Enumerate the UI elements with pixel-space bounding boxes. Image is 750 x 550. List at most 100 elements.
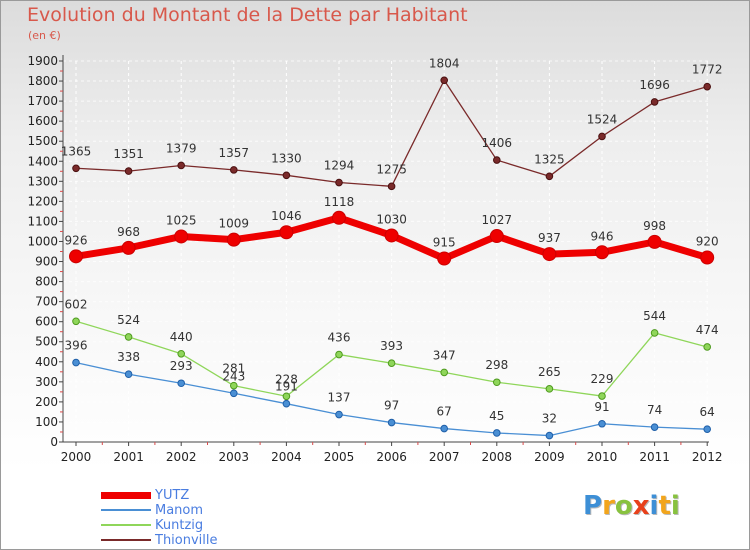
- x-tick-label: 2005: [324, 450, 355, 464]
- data-label: 1524: [587, 112, 618, 126]
- data-label: 436: [328, 331, 351, 345]
- y-tick-label: 1000: [27, 234, 58, 248]
- proxiti-logo: Proxiti: [583, 491, 680, 521]
- data-point: [387, 418, 396, 427]
- x-tick-label: 2007: [429, 450, 460, 464]
- x-tick-label: 2012: [692, 450, 723, 464]
- data-point: [226, 232, 241, 247]
- data-label: 265: [538, 365, 561, 379]
- x-tick-label: 2010: [587, 450, 618, 464]
- data-point: [598, 419, 606, 428]
- data-label: 524: [117, 313, 140, 327]
- y-tick-label: 1200: [27, 194, 58, 208]
- x-tick-label: 2004: [271, 450, 302, 464]
- data-label: 937: [538, 231, 561, 245]
- data-point: [174, 229, 189, 244]
- data-label: 544: [643, 309, 666, 323]
- logo-letter: i: [670, 491, 680, 521]
- data-label: 281: [222, 362, 245, 376]
- data-point: [335, 178, 343, 187]
- data-point: [387, 182, 396, 191]
- data-label: 293: [170, 359, 193, 373]
- data-label: 191: [275, 380, 298, 394]
- data-point: [72, 317, 80, 326]
- data-point: [282, 392, 291, 401]
- data-label: 347: [433, 348, 456, 362]
- data-point: [384, 228, 399, 243]
- y-tick-label: 1600: [27, 114, 58, 128]
- data-point: [493, 156, 501, 164]
- data-label: 915: [433, 236, 456, 250]
- data-label: 396: [65, 339, 88, 353]
- data-point: [335, 350, 343, 359]
- y-tick-label: 1100: [27, 214, 58, 228]
- data-label: 1030: [376, 212, 407, 226]
- legend-swatch: [101, 524, 151, 526]
- legend-swatch: [101, 491, 151, 499]
- data-point: [440, 424, 449, 433]
- x-tick-label: 2011: [639, 450, 670, 464]
- legend-swatch: [101, 539, 151, 541]
- data-point: [177, 379, 185, 388]
- y-tick-label: 1500: [27, 134, 58, 148]
- legend-label: YUTZ: [155, 488, 190, 503]
- y-tick-label: 900: [35, 255, 58, 269]
- y-tick-label: 1800: [27, 74, 58, 88]
- data-label: 1696: [639, 78, 670, 92]
- data-point: [598, 392, 606, 400]
- y-tick-label: 1400: [27, 154, 58, 168]
- legend-swatch: [101, 509, 151, 511]
- data-label: 998: [643, 219, 666, 233]
- data-point: [650, 329, 659, 337]
- data-label: 32: [542, 412, 557, 426]
- y-tick-label: 300: [35, 375, 58, 389]
- data-label: 474: [696, 323, 719, 337]
- data-point: [545, 172, 554, 181]
- data-label: 1025: [166, 213, 197, 227]
- x-tick-label: 2001: [113, 450, 144, 464]
- data-label: 1118: [324, 195, 355, 209]
- data-point: [440, 368, 449, 377]
- data-label: 91: [594, 400, 609, 414]
- data-label: 243: [222, 369, 245, 383]
- data-label: 228: [275, 372, 298, 386]
- y-tick-label: 1900: [27, 54, 58, 68]
- data-label: 97: [384, 399, 399, 413]
- data-label: 1772: [692, 63, 723, 77]
- y-tick-label: 500: [35, 335, 58, 349]
- data-label: 393: [380, 339, 403, 353]
- data-label: 1294: [324, 159, 355, 173]
- data-point: [703, 425, 712, 433]
- chart-subtitle: (en €): [28, 29, 61, 42]
- data-point: [387, 359, 396, 367]
- data-label: 137: [328, 391, 351, 405]
- data-point: [332, 210, 346, 225]
- logo-letter: o: [614, 491, 633, 521]
- data-label: 1406: [482, 136, 513, 150]
- y-tick-label: 800: [35, 275, 58, 289]
- logo-letter: P: [583, 491, 603, 521]
- x-tick-label: 2006: [376, 450, 407, 464]
- data-label: 74: [647, 403, 662, 417]
- data-point: [650, 423, 659, 431]
- data-point: [279, 225, 294, 240]
- data-point: [230, 389, 238, 398]
- y-tick-label: 200: [35, 395, 58, 409]
- data-label: 1357: [219, 146, 250, 160]
- series-manom: 396 338 293 243 191 137 97 67 45 32 91 74 64: [65, 339, 715, 440]
- data-point: [703, 343, 712, 351]
- data-label: 1379: [166, 141, 197, 155]
- data-label: 229: [591, 372, 614, 386]
- data-point: [489, 229, 504, 244]
- legend-label: Manom: [155, 503, 204, 518]
- y-tick-label: 400: [35, 355, 58, 369]
- data-point: [545, 431, 554, 440]
- data-label: 920: [696, 235, 719, 249]
- data-point: [437, 251, 452, 266]
- data-label: 1009: [219, 217, 250, 231]
- data-label: 1046: [271, 209, 302, 223]
- data-point: [650, 98, 659, 106]
- data-label: 1365: [61, 144, 92, 158]
